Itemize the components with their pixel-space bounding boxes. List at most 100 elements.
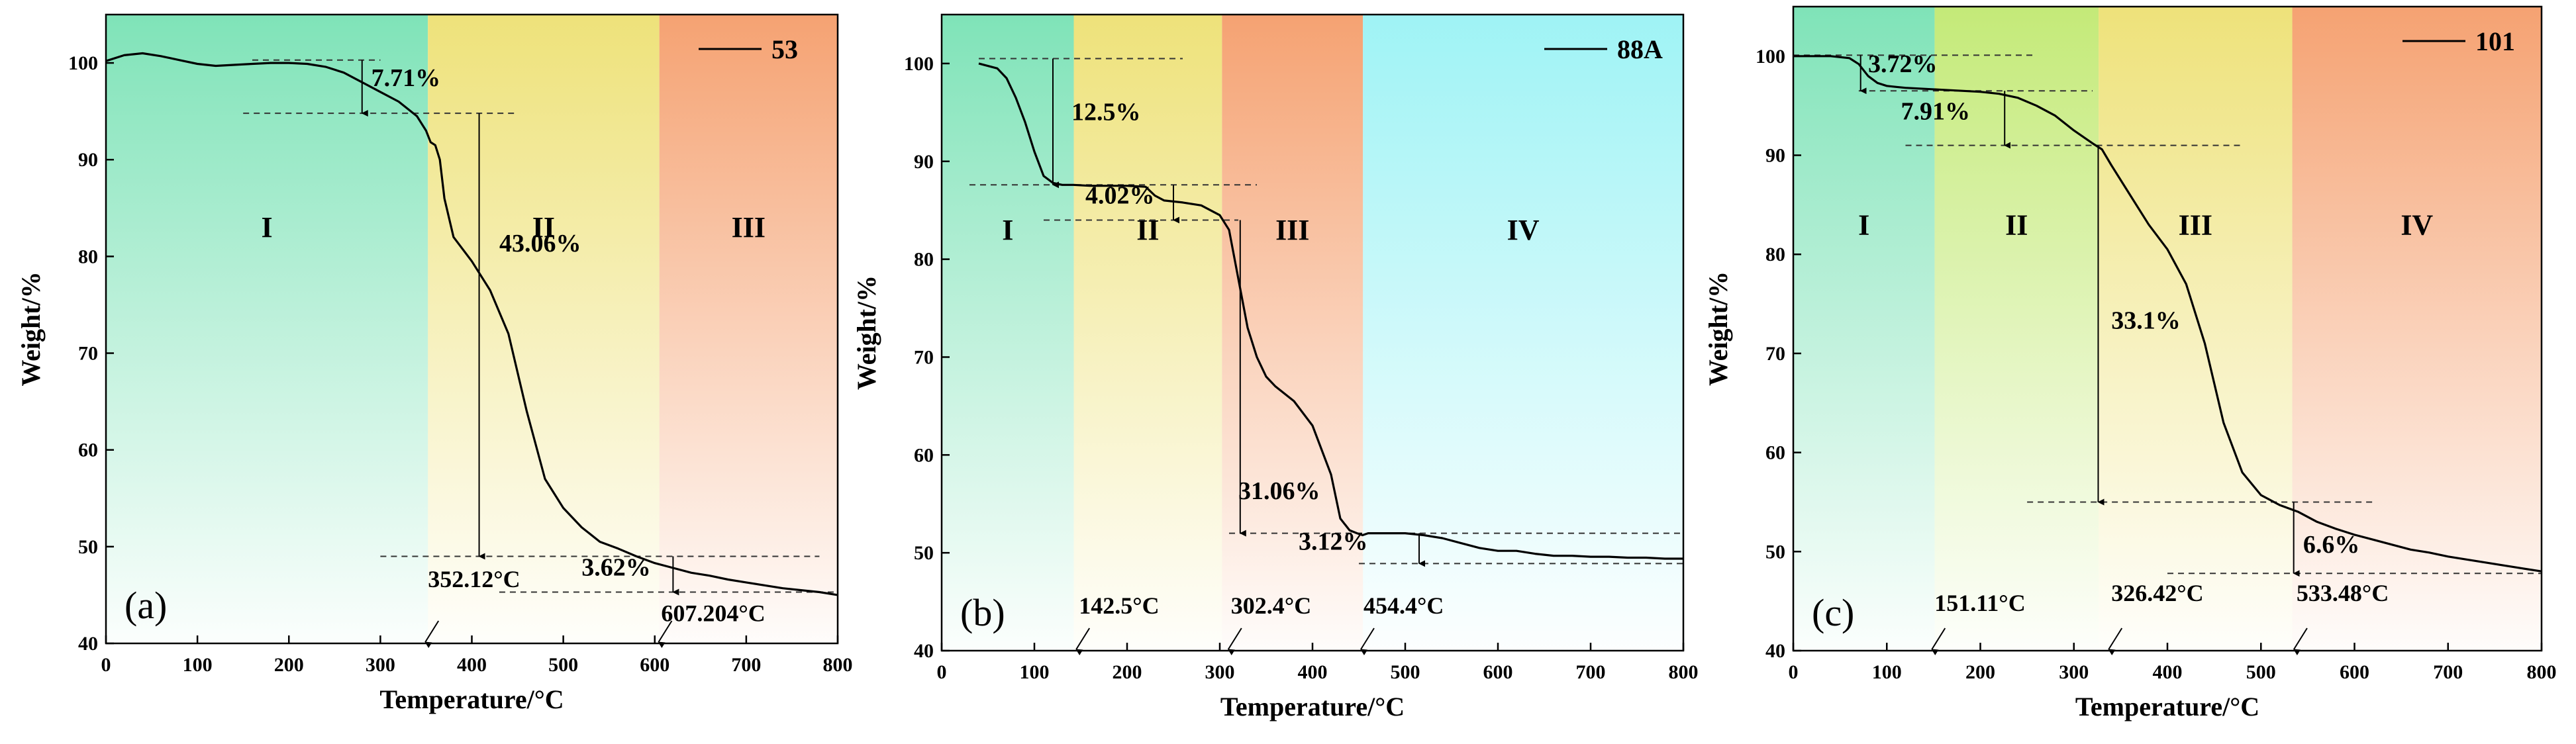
y-axis-label: Weight/% [1703, 271, 1733, 386]
y-tick-label: 100 [1756, 46, 1785, 68]
y-tick-label: 50 [78, 536, 98, 558]
x-tick-label: 500 [2246, 661, 2276, 683]
y-tick-label: 70 [78, 343, 98, 365]
x-tick-label: 400 [457, 654, 487, 676]
y-tick-label: 100 [904, 53, 934, 75]
region-2-band [428, 15, 660, 643]
y-tick-label: 60 [914, 444, 934, 466]
temperature-label: 142.5°C [1079, 592, 1159, 619]
temperature-marker-arrow [1227, 628, 1242, 656]
x-tick-label: 200 [1965, 661, 1995, 683]
x-axis-label: Temperature/°C [379, 684, 564, 714]
x-tick-label: 600 [640, 654, 669, 676]
x-tick-label: 200 [1113, 661, 1142, 683]
loss-percentage-label: 3.62% [581, 554, 651, 582]
temperature-label: 151.11°C [1934, 590, 2025, 616]
y-tick-label: 60 [78, 440, 98, 461]
x-axis-label: Temperature/°C [1220, 692, 1405, 721]
x-tick-label: 500 [548, 654, 578, 676]
region-label: I [1002, 214, 1013, 246]
x-tick-label: 600 [1483, 661, 1513, 683]
x-tick-label: 800 [2527, 661, 2557, 683]
region-1-band [1793, 7, 1935, 651]
y-axis-label: Weight/% [852, 275, 881, 390]
region-2-band [1073, 15, 1222, 651]
y-tick-label: 80 [1765, 244, 1785, 265]
region-label: III [2179, 209, 2212, 241]
region-3-band [2099, 7, 2293, 651]
x-tick-label: 800 [1669, 661, 1699, 683]
y-tick-label: 80 [914, 249, 934, 271]
loss-percentage-label: 43.06% [499, 230, 581, 257]
region-label: I [1858, 209, 1869, 241]
temperature-label: 533.48°C [2297, 580, 2389, 606]
x-tick-label: 300 [366, 654, 395, 676]
x-tick-label: 300 [1205, 661, 1235, 683]
panel-label: (a) [124, 584, 167, 627]
x-tick-label: 400 [1298, 661, 1328, 683]
region-3-band [659, 15, 838, 643]
loss-percentage-label: 7.91% [1901, 98, 1970, 126]
temperature-marker-arrow [1075, 628, 1091, 656]
loss-percentage-label: 3.72% [1868, 50, 1938, 78]
loss-percentage-label: 12.5% [1071, 99, 1141, 126]
legend-label: 88A [1617, 34, 1663, 64]
x-tick-label: 100 [1872, 661, 1902, 683]
legend-label: 101 [2475, 26, 2515, 56]
panel-2: I II III IV0 100 200 300 400 500 600 700 8004050607… [852, 13, 1699, 721]
y-tick-label: 40 [78, 633, 98, 655]
series-line-53 [105, 52, 838, 596]
x-tick-label: 800 [823, 654, 853, 676]
region-label: III [732, 211, 766, 244]
temperature-label: 454.4°C [1363, 592, 1444, 619]
loss-percentage-label: 4.02% [1085, 181, 1155, 209]
y-tick-label: 70 [914, 346, 934, 368]
temperature-label: 352.12°C [428, 566, 520, 592]
loss-percentage-label: 6.6% [2303, 531, 2360, 559]
temperature-label: 302.4°C [1231, 592, 1311, 619]
y-tick-label: 70 [1765, 343, 1785, 365]
y-tick-label: 90 [914, 151, 934, 173]
temperature-marker-arrow [424, 620, 440, 649]
x-tick-label: 700 [731, 654, 761, 676]
panel-3: I II III IV0 100 200 300 400 500 600 700 8004050607… [1703, 5, 2557, 721]
x-tick-label: 600 [2340, 661, 2369, 683]
x-tick-label: 200 [274, 654, 304, 676]
loss-percentage-label: 31.06% [1238, 477, 1320, 505]
temperature-marker-arrow [1931, 628, 1946, 656]
x-tick-label: 100 [183, 654, 213, 676]
temperature-label: 607.204°C [661, 600, 765, 626]
y-tick-label: 40 [1765, 640, 1785, 662]
x-tick-label: 700 [2433, 661, 2463, 683]
y-axis-label: Weight/% [16, 271, 46, 386]
x-axis-label: Temperature/°C [2075, 692, 2259, 721]
region-label: IV [2401, 209, 2433, 241]
x-tick-label: 300 [2059, 661, 2089, 683]
region-label: II [2005, 209, 2028, 241]
x-tick-label: 100 [1020, 661, 1050, 683]
y-tick-label: 80 [78, 246, 98, 267]
x-tick-label: 400 [2153, 661, 2183, 683]
y-tick-label: 50 [1765, 541, 1785, 563]
y-tick-label: 60 [1765, 442, 1785, 464]
temperature-marker-arrow [658, 620, 673, 649]
temperature-marker-arrow [2108, 628, 2123, 656]
y-tick-label: 40 [914, 640, 934, 662]
temperature-marker-arrow [1360, 628, 1375, 656]
region-3-band [1222, 15, 1363, 651]
region-label: II [1136, 214, 1159, 246]
panel-label: (c) [1812, 591, 1854, 634]
region-4-band [2292, 7, 2542, 651]
region-4-band [1363, 15, 1683, 651]
x-tick-label: 700 [1576, 661, 1606, 683]
loss-percentage-label: 33.1% [2111, 307, 2181, 335]
loss-percentage-label: 3.12% [1299, 528, 1368, 556]
x-tick-label: 0 [937, 661, 947, 683]
region-label: III [1275, 214, 1309, 246]
y-tick-label: 90 [78, 149, 98, 171]
region-1-band [942, 15, 1074, 651]
region-2-band [1934, 7, 2099, 651]
x-tick-label: 500 [1391, 661, 1420, 683]
